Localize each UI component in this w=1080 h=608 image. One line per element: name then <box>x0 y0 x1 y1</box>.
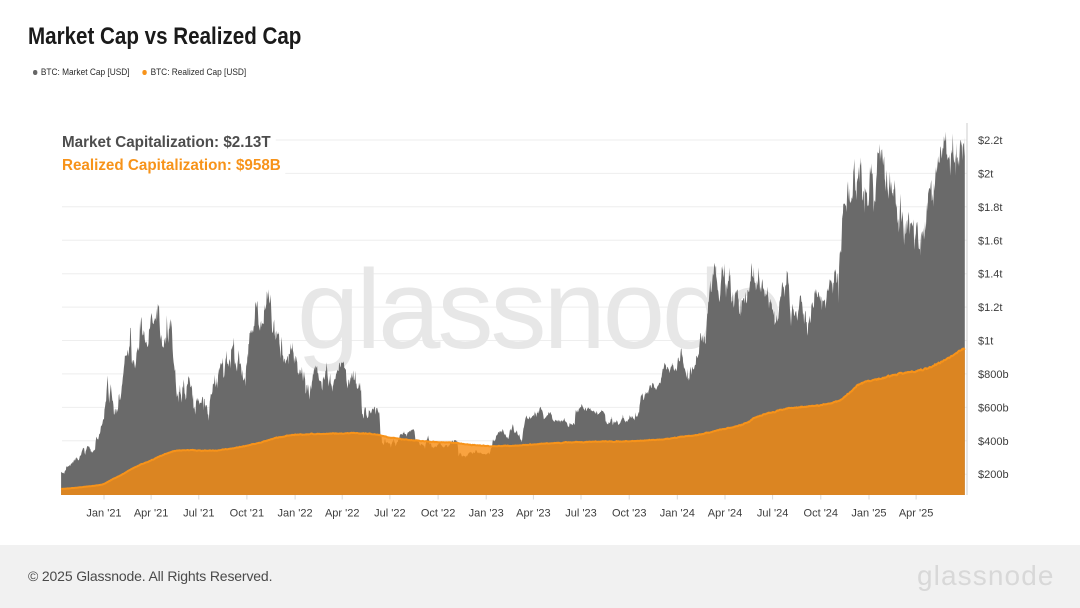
svg-text:$1.8t: $1.8t <box>978 202 1002 214</box>
svg-text:Oct '21: Oct '21 <box>230 508 265 520</box>
svg-text:$1.4t: $1.4t <box>978 269 1002 281</box>
svg-text:Jan '25: Jan '25 <box>851 508 886 520</box>
svg-text:Oct '24: Oct '24 <box>804 508 839 520</box>
svg-text:Apr '24: Apr '24 <box>708 508 743 520</box>
svg-text:Oct '23: Oct '23 <box>612 508 647 520</box>
svg-text:Apr '25: Apr '25 <box>899 508 934 520</box>
svg-text:$1.6t: $1.6t <box>978 235 1002 247</box>
svg-text:Jul '21: Jul '21 <box>183 508 214 520</box>
svg-text:Apr '22: Apr '22 <box>325 508 360 520</box>
svg-text:Apr '21: Apr '21 <box>134 508 169 520</box>
svg-text:Jul '23: Jul '23 <box>565 508 596 520</box>
svg-text:$200b: $200b <box>978 469 1009 481</box>
svg-text:$2.2t: $2.2t <box>978 135 1002 147</box>
svg-text:Jan '24: Jan '24 <box>660 508 695 520</box>
svg-text:$600b: $600b <box>978 402 1009 414</box>
svg-text:Apr '23: Apr '23 <box>516 508 551 520</box>
svg-text:Jan '23: Jan '23 <box>469 508 504 520</box>
svg-text:Jul '22: Jul '22 <box>374 508 405 520</box>
svg-text:Jan '22: Jan '22 <box>278 508 313 520</box>
svg-text:$1t: $1t <box>978 336 993 348</box>
svg-text:Jul '24: Jul '24 <box>757 508 788 520</box>
svg-text:$2t: $2t <box>978 168 993 180</box>
svg-text:$1.2t: $1.2t <box>978 302 1002 314</box>
svg-text:Oct '22: Oct '22 <box>421 508 456 520</box>
svg-text:$400b: $400b <box>978 436 1009 448</box>
svg-text:Jan '21: Jan '21 <box>86 508 121 520</box>
svg-text:$800b: $800b <box>978 369 1009 381</box>
